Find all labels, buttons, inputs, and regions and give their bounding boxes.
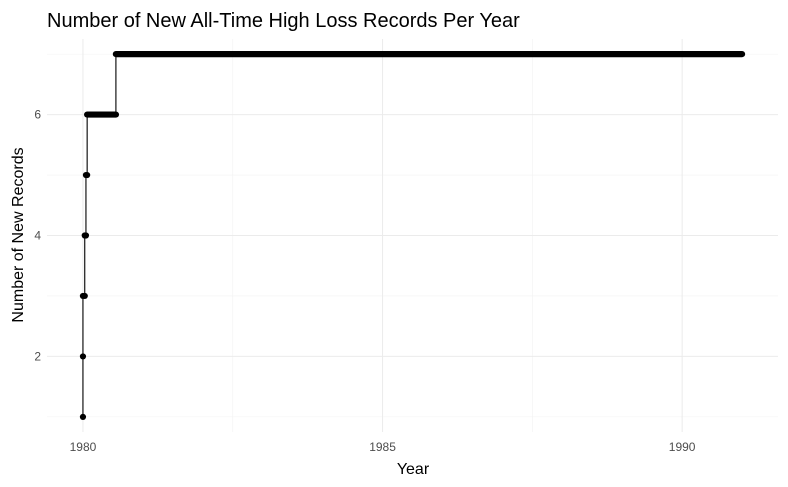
y-axis-title: Number of New Records (10, 147, 27, 322)
x-axis-title: Year (397, 461, 430, 478)
x-tick-label: 1985 (369, 440, 396, 454)
data-point (79, 353, 87, 360)
data-point (81, 292, 88, 300)
data-point (82, 232, 90, 239)
y-tick-label: 6 (34, 108, 41, 122)
series-line (82, 53, 743, 417)
chart-title: Number of New All-Time High Loss Records… (47, 10, 520, 32)
data-point (79, 413, 87, 420)
data-point (84, 171, 91, 179)
y-tick-label: 2 (34, 349, 41, 363)
y-tick-label: 4 (34, 229, 41, 243)
grid (47, 39, 778, 432)
x-tick-label: 1980 (70, 440, 97, 454)
series (79, 51, 746, 420)
ticks: 1980 1985 1990 2 4 6 (34, 108, 695, 454)
x-tick-label: 1990 (669, 440, 696, 454)
